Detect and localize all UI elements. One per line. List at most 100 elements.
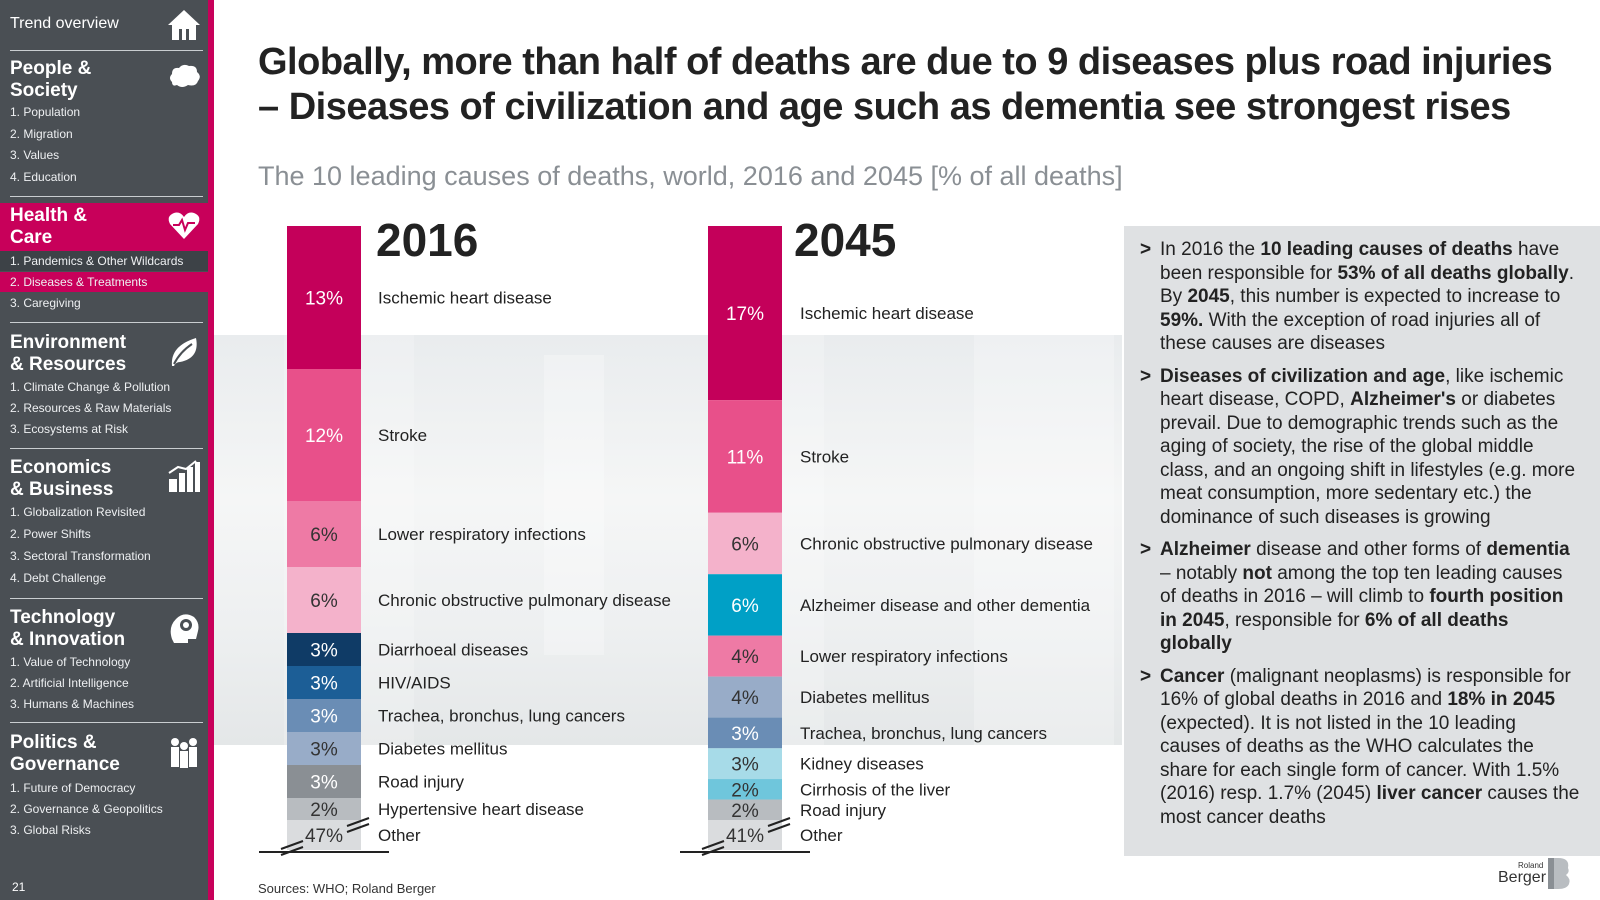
sidebar-item[interactable]: 1. Value of Technology — [10, 655, 131, 669]
data-label: 3% — [310, 740, 338, 761]
category-label: Road injury — [800, 801, 886, 820]
data-label: 6% — [731, 596, 759, 617]
bar-segment — [708, 635, 782, 677]
bar-segment — [708, 574, 782, 636]
sidebar-item[interactable]: 3. Humans & Machines — [10, 697, 135, 711]
sidebar-item[interactable]: 3. Global Risks — [10, 823, 91, 837]
category-label: Cirrhosis of the liver — [800, 780, 951, 799]
data-label: 41% — [726, 826, 764, 847]
data-label: 17% — [726, 304, 764, 325]
data-label: 3% — [731, 755, 759, 776]
category-label: Diabetes mellitus — [378, 740, 507, 759]
sidebar-section-title[interactable]: Health & Care — [10, 205, 88, 248]
data-label: 6% — [310, 591, 338, 612]
category-label: Trachea, bronchus, lung cancers — [378, 707, 625, 726]
bar-segment — [287, 567, 361, 633]
sidebar-item[interactable]: 1. Globalization Revisited — [10, 505, 146, 519]
logo-mark-icon — [1548, 858, 1570, 889]
finding-bullet: Alzheimer disease and other forms of dem… — [1140, 538, 1580, 656]
logo-text-big: Berger — [1498, 869, 1547, 886]
axis-break-mark — [346, 823, 370, 833]
category-label: Ischemic heart disease — [800, 304, 974, 323]
data-label: 11% — [727, 447, 764, 468]
logo-text-small: Roland — [1518, 861, 1544, 870]
data-label: 13% — [305, 289, 343, 310]
category-label: Lower respiratory infections — [800, 647, 1008, 666]
sidebar-section-title[interactable]: People & Society — [10, 58, 92, 101]
data-label: 2% — [310, 800, 338, 821]
sidebar-item[interactable]: 1. Population — [10, 105, 81, 119]
bar-segment — [708, 676, 782, 718]
sidebar-item[interactable]: 2. Power Shifts — [10, 527, 91, 541]
sidebar: Trend overview People & Society 1. Popula… — [0, 0, 208, 900]
sidebar-item[interactable]: 3. Sectoral Transformation — [10, 549, 151, 563]
axis-break-mark — [701, 840, 725, 850]
sidebar-divider — [10, 50, 203, 51]
gear-head-icon — [170, 614, 199, 643]
finding-bullet: Cancer (malignant neoplasms) is responsi… — [1140, 665, 1580, 830]
cloud-head-icon — [170, 64, 200, 87]
leaf-icon — [171, 338, 197, 366]
category-label: Stroke — [378, 426, 427, 445]
sidebar-item[interactable]: 2. Diseases & Treatments — [10, 275, 148, 289]
home-icon — [168, 10, 200, 40]
sidebar-item[interactable]: 3. Caregiving — [10, 296, 81, 310]
sidebar-item[interactable]: 1. Pandemics & Other Wildcards — [10, 254, 184, 268]
bar-segment — [708, 512, 782, 575]
finding-bullet: In 2016 the 10 leading causes of deaths … — [1140, 238, 1580, 356]
axis-break-mark — [346, 817, 370, 827]
factory-chart-icon — [168, 460, 200, 492]
sidebar-divider — [10, 448, 203, 449]
year-label-2016: 2016 — [376, 214, 479, 266]
active-item-highlight — [0, 272, 208, 292]
sidebar-section-title[interactable]: Politics & Governance — [10, 732, 120, 775]
category-label: Chronic obstructive pulmonary disease — [378, 591, 671, 610]
bar-segment — [708, 226, 782, 401]
sidebar-divider — [10, 322, 203, 323]
sidebar-item[interactable]: 2. Artificial Intelligence — [10, 676, 129, 690]
sidebar-item[interactable]: 1. Climate Change & Pollution — [10, 380, 171, 394]
bar-segment — [287, 765, 361, 798]
axis-break-mark — [767, 817, 791, 827]
data-label: 2% — [731, 801, 759, 822]
bar-segment — [287, 633, 361, 666]
sidebar-section-title[interactable]: Environment & Resources — [10, 332, 127, 375]
sidebar-divider — [10, 196, 203, 197]
sidebar-section-title[interactable]: Economics & Business — [10, 457, 114, 500]
sidebar-section-title[interactable]: Technology & Innovation — [10, 607, 126, 650]
sidebar-item[interactable]: 3. Values — [10, 148, 60, 163]
trend-overview-label: Trend overview — [10, 15, 119, 32]
axis-break-mark — [767, 823, 791, 833]
sidebar-item[interactable]: 2. Migration — [10, 126, 73, 141]
bar-segment — [287, 732, 361, 765]
bar-segment — [287, 699, 361, 732]
data-label: 4% — [731, 647, 759, 668]
bar-segment — [287, 501, 361, 567]
category-label: Kidney diseases — [800, 755, 924, 774]
bar-segment — [287, 369, 361, 501]
finding-bullet: Diseases of civilization and age, like i… — [1140, 365, 1580, 530]
bar-segment — [708, 400, 782, 513]
active-section-header — [0, 203, 208, 253]
bar-segment — [708, 799, 782, 820]
category-label: Other — [800, 826, 843, 845]
category-label: Stroke — [800, 447, 849, 466]
data-label: 6% — [310, 525, 338, 546]
data-label: 3% — [310, 674, 338, 695]
trend-overview-link[interactable]: Trend overview — [0, 0, 208, 50]
data-label: 3% — [310, 641, 338, 662]
sidebar-item[interactable]: 4. Debt Challenge — [10, 571, 107, 585]
sidebar-item[interactable]: 2. Governance & Geopolitics — [10, 802, 163, 816]
data-label: 3% — [731, 724, 759, 745]
roland-berger-logo: Roland Berger — [1488, 856, 1574, 892]
category-label: HIV/AIDS — [378, 674, 451, 693]
sidebar-item[interactable]: 2. Resources & Raw Materials — [10, 401, 172, 415]
category-label: Alzheimer disease and other dementia — [800, 596, 1091, 615]
page-number: 21 — [12, 880, 26, 894]
sidebar-item[interactable]: 1. Future of Democracy — [10, 781, 136, 795]
category-label: Road injury — [378, 773, 464, 792]
sidebar-item[interactable]: 3. Ecosystems at Risk — [10, 422, 129, 436]
sidebar-item[interactable]: 4. Education — [10, 169, 77, 184]
category-label: Chronic obstructive pulmonary disease — [800, 534, 1093, 553]
